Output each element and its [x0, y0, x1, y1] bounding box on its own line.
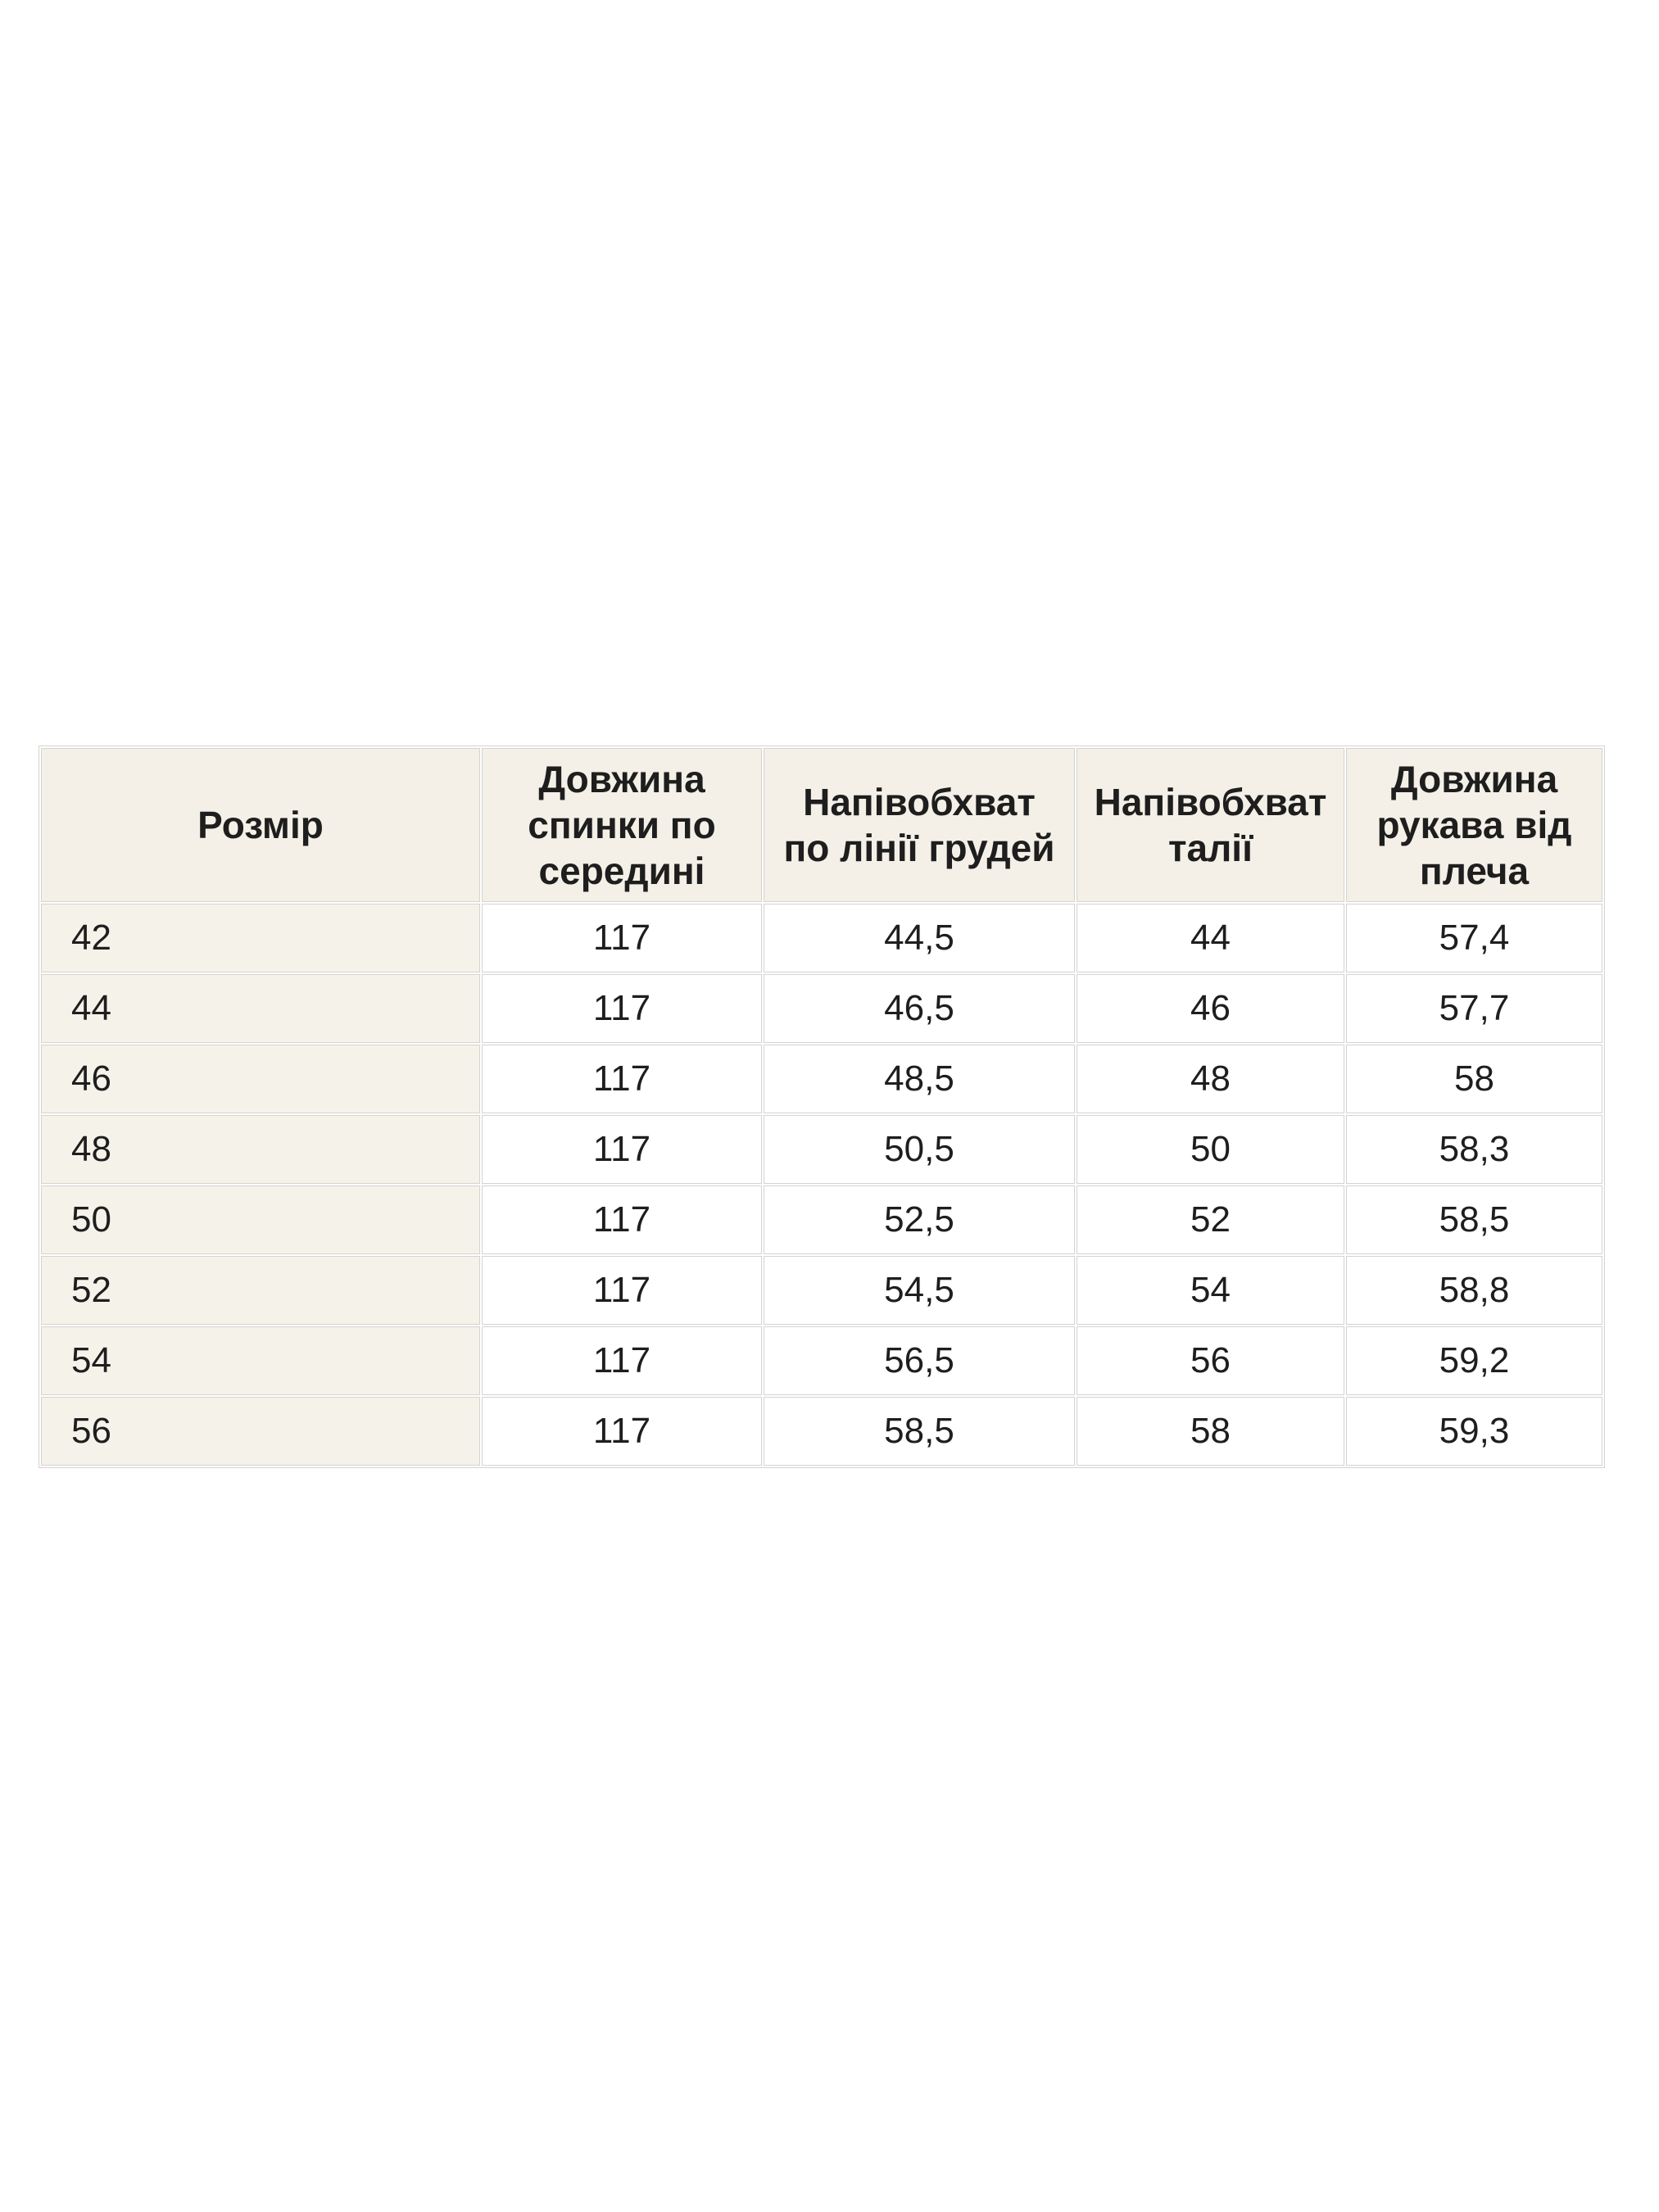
table-row: 50 117 52,5 52 58,5	[41, 1185, 1602, 1254]
table-row: 52 117 54,5 54 58,8	[41, 1256, 1602, 1325]
value-cell-chest_half: 50,5	[764, 1115, 1075, 1184]
column-header-waist-half: Напівобхват талії	[1077, 748, 1344, 902]
value-cell-chest_half: 52,5	[764, 1185, 1075, 1254]
column-header-chest-half: Напівобхват по лінії грудей	[764, 748, 1075, 902]
value-cell-waist_half: 48	[1077, 1045, 1344, 1113]
table-row: 56 117 58,5 58 59,3	[41, 1397, 1602, 1466]
column-header-sleeve-length: Довжина рукава від плеча	[1346, 748, 1602, 902]
size-cell: 56	[41, 1397, 480, 1466]
size-cell: 50	[41, 1185, 480, 1254]
table-row: 42 117 44,5 44 57,4	[41, 904, 1602, 972]
value-cell-sleeve_length: 59,3	[1346, 1397, 1602, 1466]
value-cell-waist_half: 56	[1077, 1326, 1344, 1395]
value-cell-back_length: 117	[482, 1256, 762, 1325]
value-cell-chest_half: 58,5	[764, 1397, 1075, 1466]
value-cell-back_length: 117	[482, 1326, 762, 1395]
value-cell-waist_half: 52	[1077, 1185, 1344, 1254]
table-row: 48 117 50,5 50 58,3	[41, 1115, 1602, 1184]
value-cell-chest_half: 54,5	[764, 1256, 1075, 1325]
value-cell-sleeve_length: 58,3	[1346, 1115, 1602, 1184]
size-cell: 52	[41, 1256, 480, 1325]
size-cell: 46	[41, 1045, 480, 1113]
value-cell-sleeve_length: 57,7	[1346, 974, 1602, 1043]
size-chart-container: Розмір Довжина спинки по середині Напіво…	[39, 746, 1605, 1468]
value-cell-sleeve_length: 58,5	[1346, 1185, 1602, 1254]
value-cell-chest_half: 48,5	[764, 1045, 1075, 1113]
value-cell-chest_half: 46,5	[764, 974, 1075, 1043]
value-cell-sleeve_length: 58	[1346, 1045, 1602, 1113]
size-cell: 54	[41, 1326, 480, 1395]
value-cell-sleeve_length: 57,4	[1346, 904, 1602, 972]
table-row: 54 117 56,5 56 59,2	[41, 1326, 1602, 1395]
value-cell-sleeve_length: 58,8	[1346, 1256, 1602, 1325]
size-cell: 48	[41, 1115, 480, 1184]
value-cell-back_length: 117	[482, 1115, 762, 1184]
value-cell-back_length: 117	[482, 1185, 762, 1254]
header-row: Розмір Довжина спинки по середині Напіво…	[41, 748, 1602, 902]
value-cell-chest_half: 56,5	[764, 1326, 1075, 1395]
table-row: 44 117 46,5 46 57,7	[41, 974, 1602, 1043]
table-row: 46 117 48,5 48 58	[41, 1045, 1602, 1113]
column-header-size: Розмір	[41, 748, 480, 902]
value-cell-waist_half: 58	[1077, 1397, 1344, 1466]
size-table-body: 42 117 44,5 44 57,4 44 117 46,5 46 57,7 46 117 48,5 4…	[41, 904, 1602, 1466]
value-cell-chest_half: 44,5	[764, 904, 1075, 972]
size-chart-header: Розмір Довжина спинки по середині Напіво…	[41, 748, 1602, 902]
value-cell-waist_half: 44	[1077, 904, 1344, 972]
value-cell-waist_half: 46	[1077, 974, 1344, 1043]
value-cell-sleeve_length: 59,2	[1346, 1326, 1602, 1395]
value-cell-waist_half: 54	[1077, 1256, 1344, 1325]
column-header-back-length: Довжина спинки по середині	[482, 748, 762, 902]
value-cell-back_length: 117	[482, 904, 762, 972]
value-cell-back_length: 117	[482, 974, 762, 1043]
value-cell-waist_half: 50	[1077, 1115, 1344, 1184]
value-cell-back_length: 117	[482, 1397, 762, 1466]
value-cell-back_length: 117	[482, 1045, 762, 1113]
size-cell: 42	[41, 904, 480, 972]
size-chart-table: Розмір Довжина спинки по середині Напіво…	[39, 746, 1605, 1468]
size-cell: 44	[41, 974, 480, 1043]
